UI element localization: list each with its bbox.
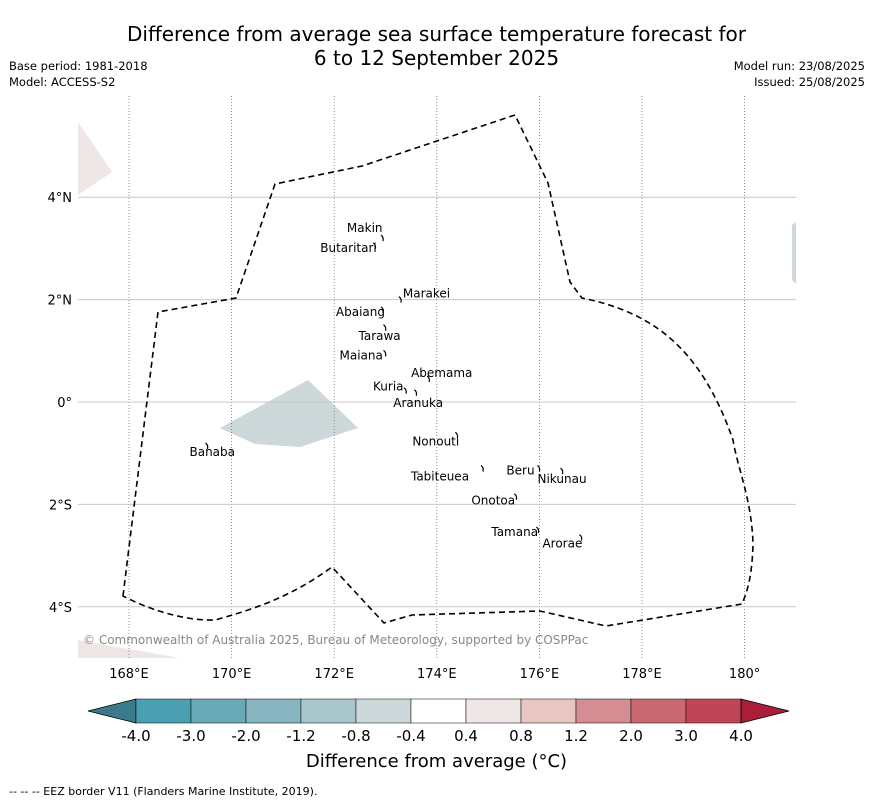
lat-tick-label: 0° [57, 396, 72, 411]
colorbar-tick-label: 3.0 [674, 727, 698, 745]
island-outline [380, 234, 384, 242]
colorbar-bin [575, 698, 632, 724]
map-grid [78, 96, 796, 658]
issued-date: Issued: 25/08/2025 [754, 75, 865, 89]
island-label: Beru [506, 464, 534, 478]
title-line-2: 6 to 12 September 2025 [313, 46, 560, 70]
lat-tick-label: 4°N [48, 191, 73, 206]
colorbar-tick-label: -0.8 [341, 727, 370, 745]
island-label: Kuria [373, 380, 404, 394]
lon-tick-label: 168°E [109, 667, 149, 682]
island-label: Marakei [403, 287, 450, 301]
colorbar-tick-label: 4.0 [729, 727, 753, 745]
island-outline [398, 296, 402, 303]
colorbar-tick-label: 2.0 [619, 727, 643, 745]
eez-legend-note: -- -- -- EEZ border V11 (Flanders Marine… [9, 785, 318, 798]
island-outline [426, 375, 430, 383]
meta-right: Model run: 23/08/2025 Issued: 25/08/2025 [734, 58, 865, 90]
island-label: Onotoa [471, 494, 515, 508]
island-outline [537, 465, 541, 472]
island-outline [403, 387, 407, 394]
colorbar-bin [630, 698, 687, 724]
colorbar-tick-label: 0.4 [454, 727, 478, 745]
model-run: Model run: 23/08/2025 [733, 59, 865, 73]
colorbar-tick-label: -1.2 [286, 727, 315, 745]
colorbar-arrow-high [740, 698, 790, 724]
map-title: Difference from average sea surface temp… [0, 22, 873, 70]
island-label: Nikunau [537, 472, 586, 486]
island-outline [480, 465, 484, 472]
colorbar-bin [135, 698, 192, 724]
island-label: Maiana [340, 348, 383, 362]
colorbar-tick-label: -0.4 [396, 727, 425, 745]
colorbar-bin [355, 698, 412, 724]
colorbar-title: Difference from average (°C) [305, 751, 568, 772]
island-label: Nonouti [412, 434, 459, 448]
colorbar-tick-label: -2.0 [231, 727, 260, 745]
island-outline [513, 493, 518, 500]
colorbar-tick-label: 1.2 [564, 727, 588, 745]
island-outline [372, 242, 377, 249]
colorbar-bin [685, 698, 742, 724]
island-outline [205, 442, 209, 450]
lon-tick-label: 170°E [212, 667, 252, 682]
island-label: Banaba [189, 445, 235, 459]
sst-anomaly-patch-west [220, 380, 358, 447]
lon-tick-label: 178°E [622, 667, 662, 682]
lon-tick-label: 172°E [314, 667, 354, 682]
colorbar-tick-label: -3.0 [176, 727, 205, 745]
island-label: Aranuka [393, 396, 443, 410]
map-plot-area: Makin Butaritari Marakei Abaiang Tarawa Maian… [78, 96, 796, 658]
colorbar-tick-label: -4.0 [121, 727, 150, 745]
map-axes: 168°E 170°E 172°E 174°E 176°E 178°E 180° 4°N 2°N… [48, 191, 761, 682]
meta-left: Base period: 1981-2018 Model: ACCESS-S2 [9, 58, 148, 90]
island-outline [380, 306, 384, 313]
colorbar-bin [300, 698, 357, 724]
island-outline [383, 324, 387, 331]
base-period: Base period: 1981-2018 [9, 59, 148, 73]
island-label: Tarawa [358, 329, 401, 343]
colorbar-bin [245, 698, 302, 724]
colorbar-bin [465, 698, 522, 724]
lat-tick-label: 4°S [49, 601, 72, 616]
island-label: Makin [347, 221, 383, 235]
island-label: Abaiang [336, 305, 385, 319]
colorbar-bin [520, 698, 577, 724]
island-outline [413, 389, 418, 396]
island-label: Tamana [490, 525, 538, 539]
land-mass-west [78, 122, 112, 195]
island-outline [560, 467, 564, 475]
colorbar-arrow-low [87, 698, 137, 724]
lat-tick-label: 2°S [49, 498, 72, 513]
island-label: Arorae [542, 537, 582, 551]
island-outline [454, 431, 459, 439]
colorbar-tick-label: 0.8 [509, 727, 533, 745]
lon-tick-label: 174°E [417, 667, 457, 682]
model-name: Model: ACCESS-S2 [9, 75, 116, 89]
sst-anomaly-patch-east [792, 222, 796, 284]
island-label: Abemama [411, 366, 472, 380]
lon-tick-label: 180° [729, 667, 760, 682]
eez-border [122, 114, 754, 627]
lat-tick-label: 2°N [48, 294, 73, 309]
island-outline [383, 349, 387, 357]
colorbar-bin [190, 698, 247, 724]
island-outline [536, 526, 540, 534]
colorbar-bin [410, 698, 467, 724]
title-line-1: Difference from average sea surface temp… [126, 22, 746, 46]
island-label: Butaritari [320, 241, 377, 255]
copyright-notice: © Commonwealth of Australia 2025, Bureau… [83, 633, 588, 647]
island-label: Tabiteuea [410, 470, 469, 484]
lon-tick-label: 176°E [520, 667, 560, 682]
island-outline [579, 534, 583, 541]
colorbar: -4.0 -3.0 -2.0 -1.2 -0.8 -0.4 0.4 0.8 1.2 2.0 3.0 4… [87, 698, 790, 745]
island-layer: Makin Butaritari Marakei Abaiang Tarawa Maian… [189, 221, 586, 551]
